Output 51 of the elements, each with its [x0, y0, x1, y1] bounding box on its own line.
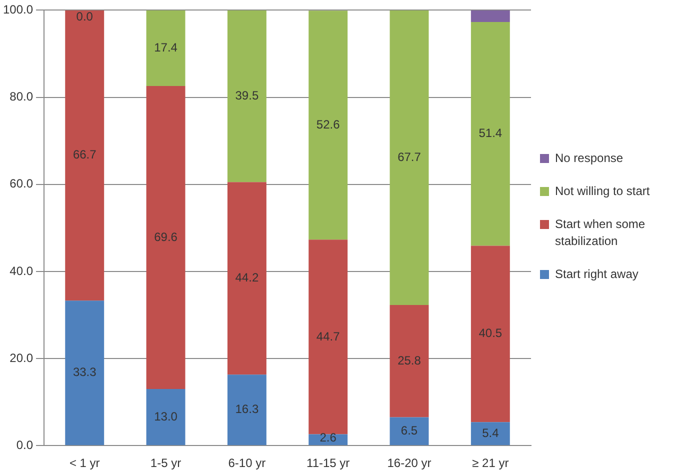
- data-label: 0.0: [76, 10, 94, 24]
- data-label: 39.5: [235, 88, 259, 103]
- data-label: 2.6: [320, 430, 337, 444]
- bar: [308, 240, 348, 434]
- x-tick-label: 6-10 yr: [228, 456, 266, 470]
- y-tick-label: 40.0: [10, 264, 34, 278]
- bar: [146, 10, 186, 86]
- bar: [390, 417, 429, 446]
- bar: [227, 182, 266, 375]
- data-label: 66.7: [72, 148, 97, 162]
- data-label: 40.5: [478, 326, 502, 340]
- data-label: 33.3: [72, 365, 97, 380]
- bar: [65, 300, 104, 446]
- bar: [390, 304, 429, 418]
- legend-label: No response: [555, 150, 624, 167]
- data-label: 44.2: [235, 270, 259, 285]
- y-tick-label: 80.0: [10, 90, 34, 104]
- data-label: 44.7: [316, 329, 340, 344]
- bar: [65, 10, 104, 301]
- x-tick-label: 1-5 yr: [150, 456, 182, 470]
- data-label: 25.8: [398, 353, 422, 368]
- y-tick-label: 0.0: [16, 438, 34, 452]
- bar: [146, 86, 186, 389]
- legend-label: Not willing to start: [555, 183, 650, 200]
- legend-label: Start right away: [555, 266, 638, 283]
- x-tick-label: < 1 yr: [69, 456, 100, 470]
- bar: [308, 10, 348, 240]
- x-tick-label: 16-20 yr: [387, 456, 432, 470]
- data-label: 16.3: [235, 402, 259, 416]
- data-label: 67.7: [398, 150, 422, 164]
- data-label: 69.6: [154, 230, 178, 244]
- data-label: 51.4: [478, 126, 502, 140]
- bar: [146, 389, 186, 446]
- data-label: 17.4: [154, 40, 178, 54]
- x-tick-label: 11-15 yr: [306, 456, 350, 470]
- data-label: 52.6: [316, 117, 340, 132]
- y-tick-label: 60.0: [10, 176, 34, 191]
- data-label: 13.0: [154, 409, 178, 424]
- bar: [227, 10, 266, 182]
- x-tick-label: ≥ 21 yr: [472, 456, 509, 470]
- bar: [470, 422, 510, 446]
- bar: [227, 374, 266, 446]
- legend-label: Start when some stabilization: [555, 216, 646, 250]
- bar: [470, 22, 510, 246]
- bar: [390, 10, 429, 305]
- bar: [470, 246, 510, 422]
- bar: [470, 10, 510, 22]
- data-label: 5.4: [482, 426, 500, 440]
- y-tick-label: 100.0: [3, 2, 34, 17]
- y-tick-label: 20.0: [10, 350, 34, 365]
- data-label: 6.5: [400, 424, 418, 438]
